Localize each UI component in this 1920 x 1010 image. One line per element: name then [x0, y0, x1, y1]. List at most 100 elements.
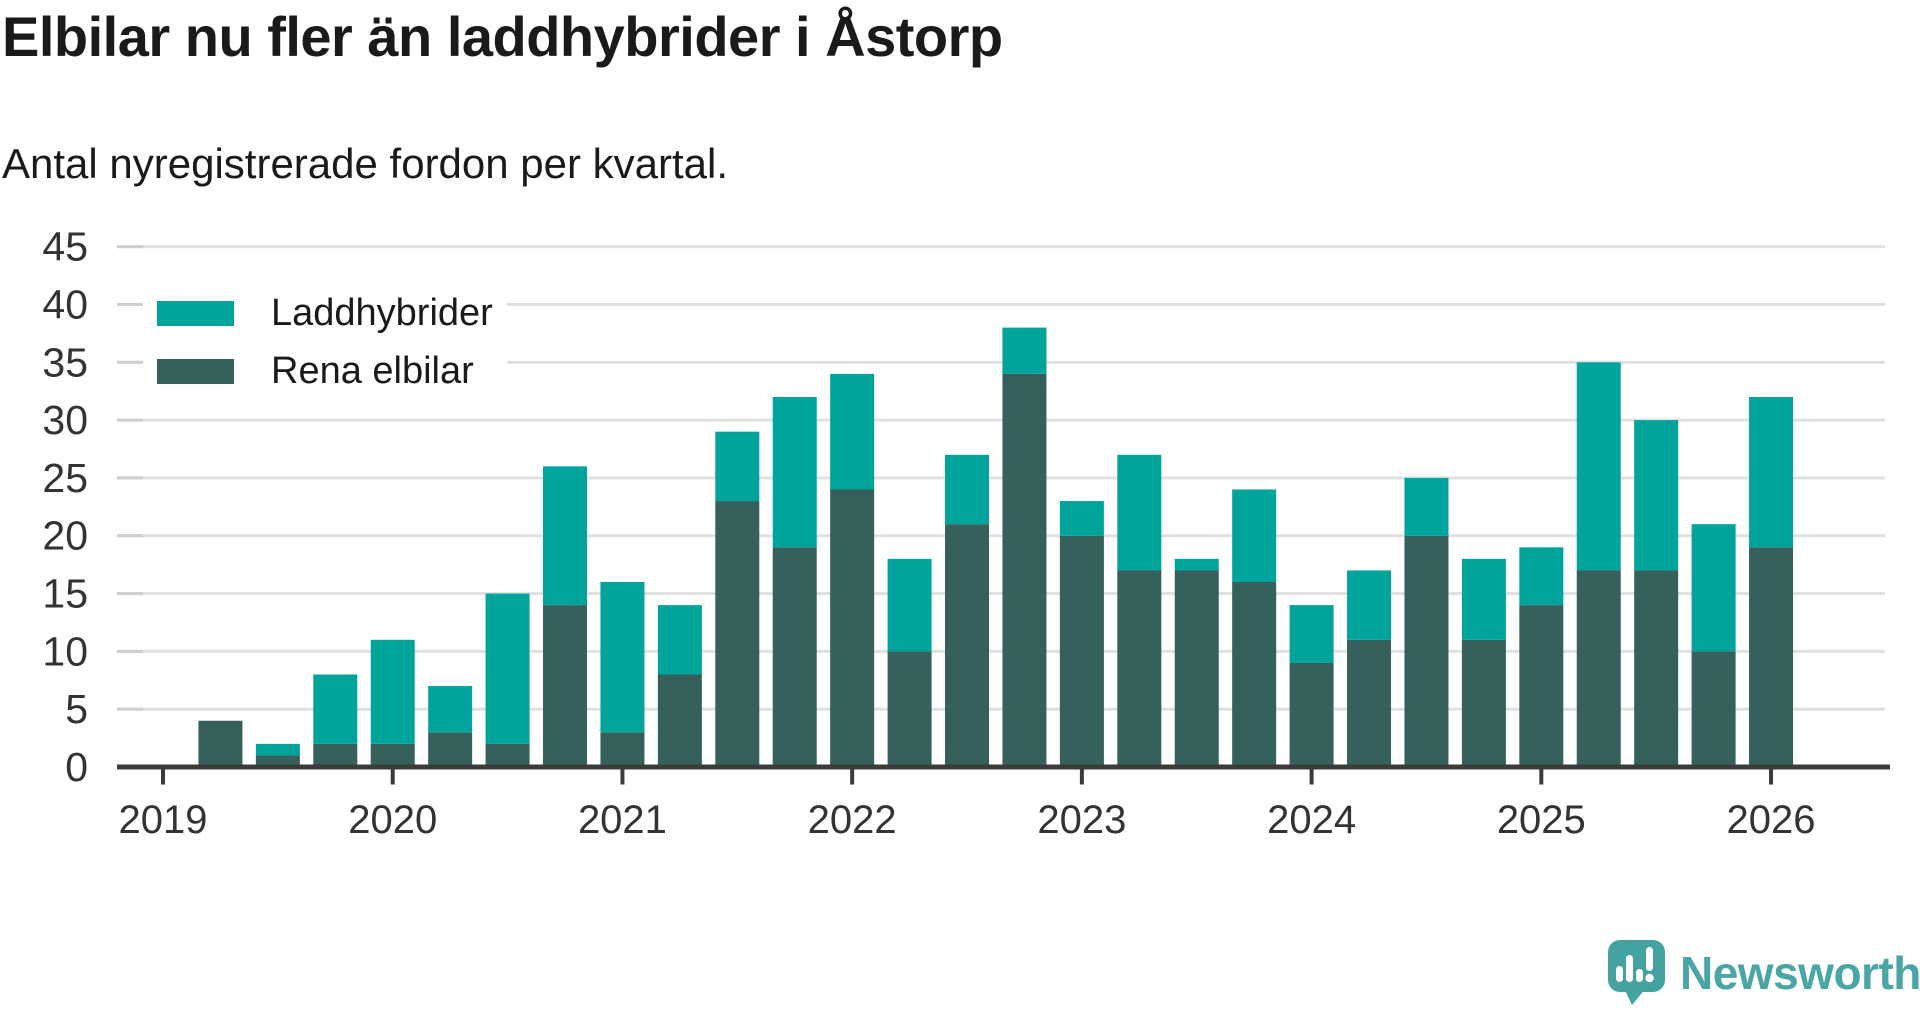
bar-segment-laddhybrider [313, 674, 358, 744]
bar-segment-laddhybrider [657, 605, 702, 675]
bar-segment-rena-elbilar [887, 651, 932, 767]
bar-segment-rena-elbilar [198, 720, 243, 767]
bar-segment-laddhybrider [485, 593, 530, 744]
bar-segment-laddhybrider [887, 558, 932, 652]
chart-legend: Laddhybrider Rena elbilar [143, 284, 507, 402]
grid-line [117, 245, 1885, 249]
x-axis-tick [390, 769, 395, 785]
legend-label: Laddhybrider [271, 291, 493, 334]
legend-swatch-laddhybrider [157, 300, 234, 326]
grid-line [117, 707, 1885, 711]
y-axis-label: 15 [42, 571, 88, 617]
x-axis-tick [1309, 769, 1314, 785]
bar-segment-rena-elbilar [1059, 535, 1104, 767]
x-axis-tick [1539, 769, 1544, 785]
x-axis-label: 2026 [1727, 798, 1816, 842]
bar-segment-rena-elbilar [600, 732, 645, 767]
x-axis-tick [1769, 769, 1774, 785]
x-axis-tick [161, 769, 165, 785]
bar-segment-laddhybrider [1059, 501, 1104, 536]
y-axis-label: 35 [42, 339, 88, 385]
bar-segment-rena-elbilar [772, 547, 817, 767]
y-axis-tick [117, 360, 143, 364]
grid-line [117, 649, 1885, 653]
bar-segment-rena-elbilar [1117, 570, 1162, 767]
bar-segment-laddhybrider [1289, 605, 1334, 663]
grid-line [117, 360, 1885, 364]
x-axis-line [117, 764, 1890, 770]
bar-segment-laddhybrider [1404, 477, 1449, 536]
y-axis-label: 0 [65, 744, 88, 790]
bar-segment-rena-elbilar [428, 732, 473, 767]
grid-line [117, 534, 1885, 538]
bar-segment-rena-elbilar [1232, 581, 1277, 767]
bar-segment-laddhybrider [370, 639, 415, 744]
legend-swatch-rena-elbilar [157, 358, 234, 384]
newsworthy-branding: Newsworthy [1608, 940, 1920, 1006]
y-axis-label: 5 [65, 686, 88, 732]
bar-segment-laddhybrider [772, 396, 817, 548]
bar-segment-rena-elbilar [255, 755, 300, 767]
bar-segment-laddhybrider [600, 581, 645, 733]
bar-segment-laddhybrider [1576, 362, 1621, 571]
legend-item-laddhybrider: Laddhybrider [157, 288, 493, 338]
x-axis-label: 2020 [348, 798, 437, 842]
grid-line [117, 476, 1885, 480]
y-axis-label: 25 [42, 455, 88, 501]
x-axis-label: 2021 [578, 798, 667, 842]
grid-line [117, 418, 1885, 422]
y-axis-tick [117, 245, 143, 249]
y-axis-label: 10 [42, 628, 88, 674]
bar-segment-rena-elbilar [1519, 605, 1564, 767]
bar-segment-laddhybrider [1519, 547, 1564, 606]
bar-segment-rena-elbilar [830, 489, 875, 767]
bar-segment-rena-elbilar [1347, 639, 1392, 767]
bar-segment-rena-elbilar [370, 743, 415, 767]
legend-item-rena-elbilar: Rena elbilar [157, 346, 493, 396]
bar-segment-laddhybrider [1232, 489, 1277, 582]
bar-segment-laddhybrider [1461, 558, 1506, 640]
x-axis-label: 2019 [119, 798, 208, 842]
bar-segment-rena-elbilar [1749, 547, 1794, 767]
bar-segment-laddhybrider [1174, 558, 1219, 571]
bar-segment-laddhybrider [1002, 327, 1047, 374]
bar-segment-rena-elbilar [1174, 570, 1219, 767]
bar-segment-laddhybrider [428, 686, 473, 733]
bar-segment-rena-elbilar [1634, 570, 1679, 767]
bar-segment-laddhybrider [715, 431, 760, 502]
bar-segment-laddhybrider [1691, 524, 1736, 652]
x-axis-tick [620, 769, 625, 785]
bar-segment-laddhybrider [543, 466, 588, 606]
grid-line [117, 302, 1885, 306]
y-axis-tick [117, 592, 143, 596]
bar-segment-laddhybrider [1347, 570, 1392, 640]
y-axis-label: 30 [42, 397, 88, 443]
y-axis-label: 45 [42, 224, 88, 270]
bar-segment-rena-elbilar [1461, 639, 1506, 767]
bar-segment-laddhybrider [1117, 454, 1162, 571]
bar-segment-laddhybrider [255, 743, 300, 756]
legend-label: Rena elbilar [271, 349, 474, 392]
bar-segment-laddhybrider [945, 454, 990, 525]
x-axis-label: 2024 [1267, 798, 1356, 842]
grid-line [117, 592, 1885, 596]
y-axis-tick [117, 649, 143, 653]
bar-segment-rena-elbilar [1002, 373, 1047, 767]
bar-segment-laddhybrider [1634, 420, 1679, 571]
y-axis-tick [117, 476, 143, 480]
bar-segment-rena-elbilar [1691, 651, 1736, 767]
y-axis-label: 20 [42, 513, 88, 559]
bar-segment-rena-elbilar [543, 605, 588, 767]
page-title: Elbilar nu fler än laddhybrider i Åstorp [2, 5, 1003, 68]
y-axis-tick [117, 302, 143, 306]
x-axis-tick [850, 769, 855, 785]
newsworthy-logo-icon [1608, 940, 1665, 1005]
y-axis-tick [117, 418, 143, 422]
bar-segment-rena-elbilar [715, 501, 760, 767]
x-axis-tick [1079, 769, 1084, 785]
bar-segment-laddhybrider [1749, 396, 1794, 548]
x-axis-label: 2023 [1037, 798, 1126, 842]
bar-segment-rena-elbilar [1576, 570, 1621, 767]
bar-segment-rena-elbilar [1404, 535, 1449, 767]
